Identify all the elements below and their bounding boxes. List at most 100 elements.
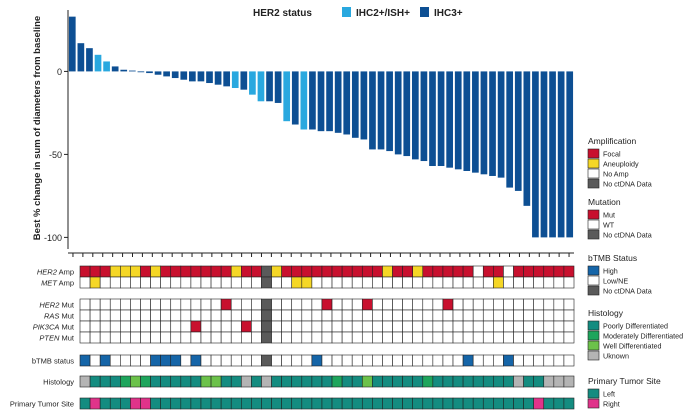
track-cell bbox=[311, 354, 323, 367]
x-axis-ticks bbox=[68, 252, 574, 257]
legend-swatch bbox=[587, 285, 600, 296]
track-cell bbox=[553, 331, 565, 344]
track-cell bbox=[89, 309, 101, 322]
legend-item-label: No Amp bbox=[603, 170, 629, 179]
track-cell bbox=[382, 397, 393, 410]
track-cell bbox=[130, 331, 141, 344]
legend-item-label: Aneuploidy bbox=[603, 160, 639, 169]
track-cell bbox=[331, 309, 343, 322]
track-cell bbox=[251, 309, 262, 322]
track-cell bbox=[523, 298, 534, 311]
track-cell bbox=[120, 375, 131, 388]
track-cell bbox=[472, 331, 484, 344]
legend-swatch bbox=[587, 320, 600, 331]
track-cell bbox=[291, 375, 303, 388]
track-cell bbox=[543, 375, 555, 388]
track-cell bbox=[210, 276, 222, 289]
legend-swatch bbox=[587, 330, 600, 341]
waterfall-bar bbox=[240, 71, 248, 90]
track-cell bbox=[432, 354, 444, 367]
track-cell bbox=[503, 298, 514, 311]
legend-item-label: High bbox=[603, 267, 618, 276]
track-cell bbox=[210, 331, 222, 344]
track-cell bbox=[281, 298, 293, 311]
track-cell bbox=[79, 320, 91, 333]
track-cell bbox=[412, 354, 424, 367]
track-row: RAS Mut bbox=[44, 309, 575, 322]
track-cell bbox=[482, 298, 494, 311]
track-cell bbox=[89, 298, 101, 311]
legend-title: Mutation bbox=[588, 197, 621, 207]
legend-swatch bbox=[587, 148, 600, 159]
track-cell bbox=[130, 276, 141, 289]
legend-title: Histology bbox=[588, 308, 624, 318]
track-cell bbox=[89, 354, 101, 367]
track-cell bbox=[321, 265, 333, 278]
track-cell bbox=[361, 265, 373, 278]
track-cell bbox=[341, 354, 353, 367]
track-cell bbox=[372, 331, 383, 344]
track-cell bbox=[372, 375, 383, 388]
track-cell bbox=[180, 397, 192, 410]
track-cell bbox=[523, 331, 534, 344]
track-cell bbox=[180, 276, 192, 289]
track-cell bbox=[89, 331, 101, 344]
track-cell bbox=[482, 331, 494, 344]
track-cell bbox=[462, 298, 474, 311]
track-cell bbox=[130, 298, 141, 311]
track-cell bbox=[472, 309, 484, 322]
waterfall-bar bbox=[343, 71, 351, 135]
track-cell bbox=[543, 354, 555, 367]
track-cell bbox=[180, 309, 192, 322]
track-cell bbox=[533, 309, 545, 322]
track-cell bbox=[331, 265, 343, 278]
track-cell bbox=[412, 375, 424, 388]
track-cell bbox=[210, 265, 222, 278]
track-label: HER2 Mut bbox=[39, 301, 75, 310]
track-cell bbox=[130, 375, 141, 388]
track-cell bbox=[543, 397, 555, 410]
track-cell bbox=[442, 397, 454, 410]
track-cell bbox=[372, 397, 383, 410]
track-cell bbox=[422, 309, 434, 322]
waterfall-bar bbox=[472, 71, 479, 173]
track-cell bbox=[150, 265, 161, 278]
waterfall-bar bbox=[154, 71, 162, 75]
track-cell bbox=[220, 354, 232, 367]
track-cell bbox=[422, 354, 434, 367]
track-cell bbox=[361, 276, 373, 289]
her2-legend-title: HER2 status bbox=[253, 8, 312, 19]
track-cell bbox=[210, 309, 222, 322]
track-cell bbox=[210, 320, 222, 333]
track-cell bbox=[533, 375, 545, 388]
track-cell bbox=[281, 354, 293, 367]
track-cell bbox=[341, 309, 353, 322]
track-cell bbox=[120, 276, 131, 289]
track-cell bbox=[281, 331, 293, 344]
track-cell bbox=[432, 397, 444, 410]
track-cell bbox=[442, 265, 454, 278]
track-label-gene: PTEN bbox=[39, 334, 60, 343]
track-cell bbox=[533, 331, 545, 344]
track-cell bbox=[553, 320, 565, 333]
track-cell bbox=[351, 276, 363, 289]
waterfall-bar bbox=[403, 71, 411, 157]
track-cell bbox=[251, 331, 262, 344]
track-cell bbox=[271, 265, 282, 278]
track-cell bbox=[523, 397, 534, 410]
waterfall-bar bbox=[489, 71, 496, 176]
track-cell bbox=[261, 276, 272, 289]
track-cell bbox=[523, 276, 534, 289]
track-cell bbox=[372, 320, 383, 333]
track-cell bbox=[230, 265, 242, 278]
track-label: RAS Mut bbox=[44, 312, 75, 321]
track-cell bbox=[311, 375, 323, 388]
track-cell bbox=[130, 397, 141, 410]
track-cell bbox=[109, 354, 121, 367]
track-cell bbox=[170, 298, 182, 311]
track-cell bbox=[321, 320, 333, 333]
track-cell bbox=[281, 265, 293, 278]
track-cell bbox=[452, 276, 464, 289]
track-cell bbox=[271, 276, 282, 289]
track-cell bbox=[230, 320, 242, 333]
